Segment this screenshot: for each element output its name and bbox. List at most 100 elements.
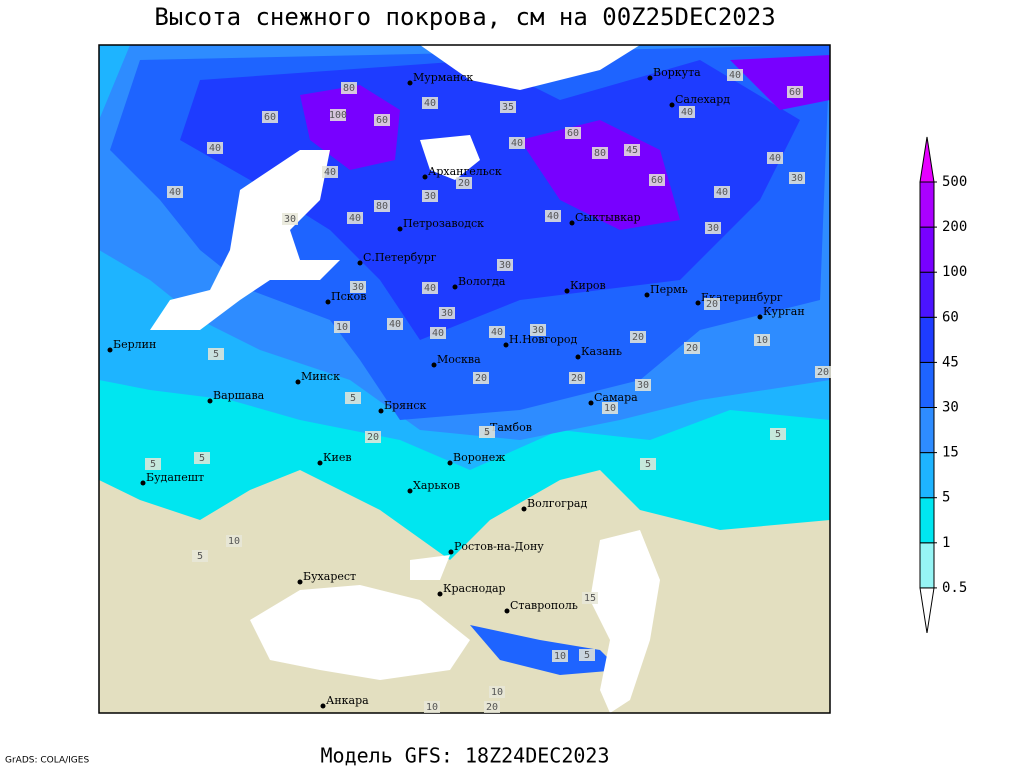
contour-label-box <box>167 186 183 198</box>
city-label: Мурманск <box>413 71 473 84</box>
city-dot <box>297 579 303 585</box>
contour-label: 30 <box>424 191 436 202</box>
city-label: Пермь <box>650 283 688 296</box>
contour-label: 80 <box>343 83 355 94</box>
city-label: Харьков <box>413 479 460 492</box>
contour-label: 20 <box>458 178 470 189</box>
city-label: Анкара <box>326 694 369 707</box>
city-dot <box>644 292 650 298</box>
contour-label: 40 <box>491 327 503 338</box>
contour-label: 5 <box>775 429 781 440</box>
colorbar-box <box>919 226 935 273</box>
contour-label-box <box>649 174 665 186</box>
contour-label-box <box>282 213 298 225</box>
city-label: Н.Новгород <box>509 333 578 346</box>
contour-label: 5 <box>213 349 219 360</box>
city-label: Салехард <box>675 93 730 106</box>
contour-label-box <box>592 147 608 159</box>
contour-label: 40 <box>681 107 693 118</box>
contour-label: 5 <box>584 650 590 661</box>
contour-label-box <box>489 686 505 698</box>
city-dot <box>569 220 575 226</box>
city-label: Воронеж <box>453 451 505 464</box>
contour-label: 30 <box>441 308 453 319</box>
contour-label-box <box>624 144 640 156</box>
city-dot <box>447 460 453 466</box>
contour-label: 30 <box>791 173 803 184</box>
city-label: С.Петербург <box>363 251 437 264</box>
contour-label-box <box>347 212 363 224</box>
colorbar-box <box>919 542 935 589</box>
city-dot <box>437 591 443 597</box>
city-label: Бухарест <box>303 570 356 583</box>
model-label: Модель GFS: 18Z24DEC2023 <box>321 744 610 768</box>
city-dot <box>378 408 384 414</box>
city-dot <box>695 300 701 306</box>
contour-label: 5 <box>197 551 203 562</box>
city-dot <box>107 347 113 353</box>
contour-label-box <box>262 111 278 123</box>
colorbar-box <box>919 361 935 408</box>
contour-label-box <box>387 318 403 330</box>
city-label: Ставрополь <box>510 599 578 612</box>
city-label: Казань <box>581 345 622 358</box>
city-label: Воркута <box>653 66 701 79</box>
contour-label: 40 <box>389 319 401 330</box>
contour-label-box <box>704 298 720 310</box>
contour-label-box <box>754 334 770 346</box>
city-dot <box>407 80 413 86</box>
contour-label: 20 <box>367 432 379 443</box>
contour-label: 30 <box>532 325 544 336</box>
contour-label-box <box>552 650 568 662</box>
contour-label-box <box>322 166 338 178</box>
contour-label: 10 <box>756 335 768 346</box>
barents-sea <box>420 45 640 90</box>
city-dot <box>325 299 331 305</box>
city-dot <box>207 398 213 404</box>
contour-label: 30 <box>284 214 296 225</box>
contour-label-box <box>497 259 513 271</box>
city-label: Петрозаводск <box>403 217 484 230</box>
city-label: Тамбов <box>490 421 532 434</box>
baltic-sea <box>150 150 340 330</box>
city-label: Киров <box>570 279 606 292</box>
contour-label-box <box>489 326 505 338</box>
city-dot <box>422 174 428 180</box>
city-label: Курган <box>763 305 805 318</box>
contour-label: 20 <box>475 373 487 384</box>
contour-label: 60 <box>651 175 663 186</box>
colorbar-arrow-low <box>919 587 935 633</box>
contour-label-box <box>422 282 438 294</box>
city-label: Киев <box>323 451 352 464</box>
contour-label-box <box>767 152 783 164</box>
city-dot <box>575 354 581 360</box>
contour-label: 40 <box>769 153 781 164</box>
contour-label-box <box>602 402 618 414</box>
city-dot <box>757 314 763 320</box>
contour-label: 40 <box>547 211 559 222</box>
city-dot <box>140 480 146 486</box>
contour-label: 10 <box>426 702 438 713</box>
colorbar-box <box>919 407 935 454</box>
contour-label-box <box>208 348 224 360</box>
contour-label-box <box>341 82 357 94</box>
contour-label: 60 <box>264 112 276 123</box>
colorbar-box <box>919 316 935 363</box>
city-label: Волгоград <box>527 497 587 510</box>
contour-label-box <box>330 109 346 121</box>
contour-label: 20 <box>686 343 698 354</box>
contour-label-box <box>350 281 366 293</box>
colorbar-label: 1 <box>942 535 950 551</box>
map <box>99 45 830 713</box>
contour-label: 5 <box>199 453 205 464</box>
contour-label: 10 <box>491 687 503 698</box>
contour-label-box <box>422 190 438 202</box>
city-dot <box>521 506 527 512</box>
city-label: Берлин <box>113 338 156 351</box>
contour-label-box <box>456 177 472 189</box>
city-label: Ростов-на-Дону <box>454 540 544 553</box>
black-sea <box>250 585 470 680</box>
contour-label-box <box>365 431 381 443</box>
